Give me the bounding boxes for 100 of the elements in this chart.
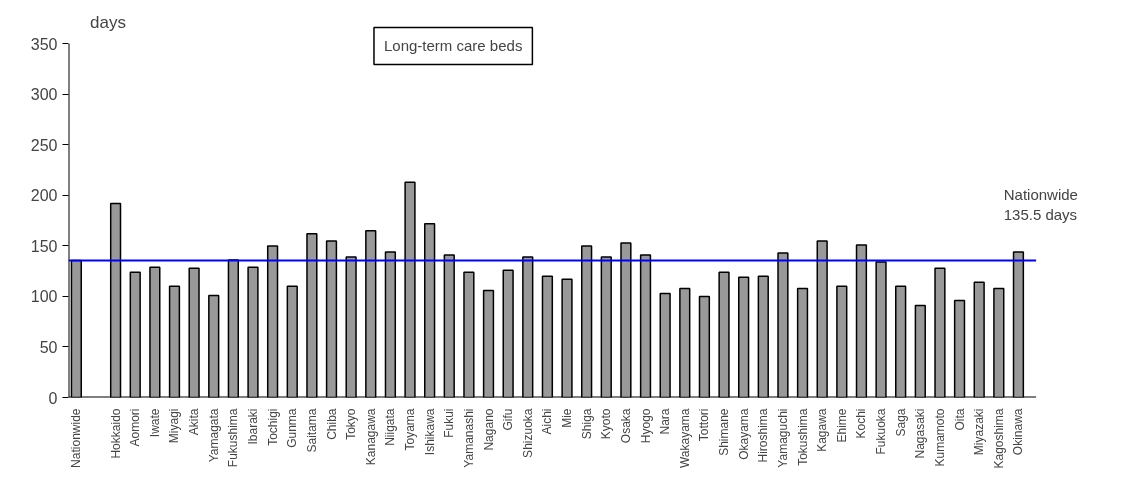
x-tick-label: Ishikawa [422, 408, 437, 456]
bar [227, 259, 240, 398]
bar [757, 275, 769, 398]
y-tick-label: 250 [30, 136, 58, 154]
x-tick-label: Hokkaido [108, 408, 123, 459]
bar [679, 287, 691, 398]
bar [738, 276, 750, 398]
bar [384, 251, 397, 398]
bar [973, 281, 985, 398]
x-tick-label: Okayama [736, 408, 751, 460]
x-tick-label: Nara [658, 408, 673, 435]
y-tick-label: 0 [48, 389, 58, 407]
x-tick-label: Hiroshima [756, 408, 771, 463]
x-tick-label: Shiga [579, 408, 594, 440]
bar [541, 275, 554, 398]
x-tick-label: Mie [560, 408, 575, 428]
bar [1012, 251, 1025, 398]
bar [816, 240, 828, 398]
bar [502, 269, 514, 398]
x-tick-label: Shizuoka [520, 408, 535, 458]
x-tick-label: Tokyo [344, 408, 359, 440]
x-tick-label: Hyogo [638, 408, 653, 444]
x-tick-label: Kagoshima [991, 408, 1006, 469]
y-tick-label: 300 [30, 86, 58, 104]
bar [266, 245, 279, 398]
bar [914, 304, 926, 398]
bar [639, 254, 652, 398]
bar [306, 233, 318, 398]
x-tick-label: Chiba [324, 408, 339, 440]
y-tick-label: 350 [30, 35, 58, 53]
bar [423, 222, 436, 398]
y-tick-label: 150 [30, 237, 58, 255]
bar [188, 267, 200, 398]
x-tick-label: Wakayama [677, 408, 692, 469]
x-tick-label: Ibaraki [245, 408, 260, 445]
x-tick-label: Gunma [285, 408, 300, 448]
bar [247, 266, 259, 398]
bar [718, 271, 730, 398]
bar [953, 299, 966, 398]
bar [855, 244, 868, 398]
y-tick-label: 100 [30, 288, 58, 306]
bar [993, 287, 1005, 398]
x-tick-label: Yamaguchi [775, 408, 790, 468]
x-tick-label: Tochigi [265, 408, 280, 446]
x-tick-label: Fukui [442, 408, 457, 438]
bar [286, 285, 298, 398]
x-tick-label: Kagawa [815, 408, 830, 452]
x-tick-label: Kochi [854, 408, 869, 439]
x-tick-label: Ehime [834, 408, 849, 443]
x-tick-label: Niigata [383, 408, 398, 446]
bar [208, 294, 220, 398]
x-tick-label: Gifu [501, 408, 516, 431]
x-tick-label: Toyama [403, 408, 418, 451]
bar [580, 245, 593, 398]
x-tick-label: Nagano [481, 408, 496, 451]
x-tick-label: Saga [893, 408, 908, 437]
bar [109, 202, 122, 398]
y-axis-title: days [90, 12, 127, 32]
bar [895, 285, 907, 398]
bar [482, 289, 495, 398]
x-tick-label: Okinawa [1011, 408, 1026, 456]
x-tick-label: Yamanashi [461, 408, 476, 468]
y-tick-label: 200 [30, 187, 58, 205]
bar [149, 266, 161, 398]
x-tick-label: Aomori [128, 408, 143, 447]
y-tick-label: 50 [39, 338, 58, 356]
bar [934, 267, 946, 398]
bar [404, 181, 416, 398]
x-tick-label: Kanagawa [363, 408, 378, 466]
x-tick-label: Fukuoka [874, 408, 889, 455]
chart-title: Long-term care beds [383, 37, 523, 55]
x-tick-label: Kyoto [599, 408, 614, 440]
bar [443, 254, 455, 398]
bar [129, 271, 141, 398]
x-tick-label: Miyazaki [972, 408, 987, 456]
x-tick-label: Nationwide [69, 408, 84, 468]
x-tick-label: Tottori [697, 408, 712, 442]
x-tick-label: Tokushima [795, 408, 810, 466]
bar [522, 256, 534, 398]
bar [561, 278, 573, 398]
bar [836, 285, 848, 398]
bar [796, 287, 809, 398]
bar [345, 256, 357, 398]
bar [168, 285, 181, 398]
bar [659, 292, 671, 398]
x-tick-label: Fukushima [226, 408, 241, 468]
x-tick-label: Osaka [618, 408, 633, 444]
x-tick-label: Akita [187, 408, 202, 436]
bar [698, 295, 711, 398]
x-tick-label: Shimane [717, 408, 732, 456]
bar [365, 230, 377, 398]
x-tick-label: Kumamoto [932, 408, 947, 467]
bar [620, 242, 632, 398]
bar [875, 261, 887, 398]
bar [777, 252, 789, 398]
x-tick-label: Iwate [147, 408, 162, 438]
x-tick-label: Miyagi [167, 408, 182, 444]
x-tick-label: Oita [952, 408, 967, 431]
bar [325, 240, 338, 398]
ref-line-label: Nationwide 135.5 days [1003, 185, 1078, 224]
